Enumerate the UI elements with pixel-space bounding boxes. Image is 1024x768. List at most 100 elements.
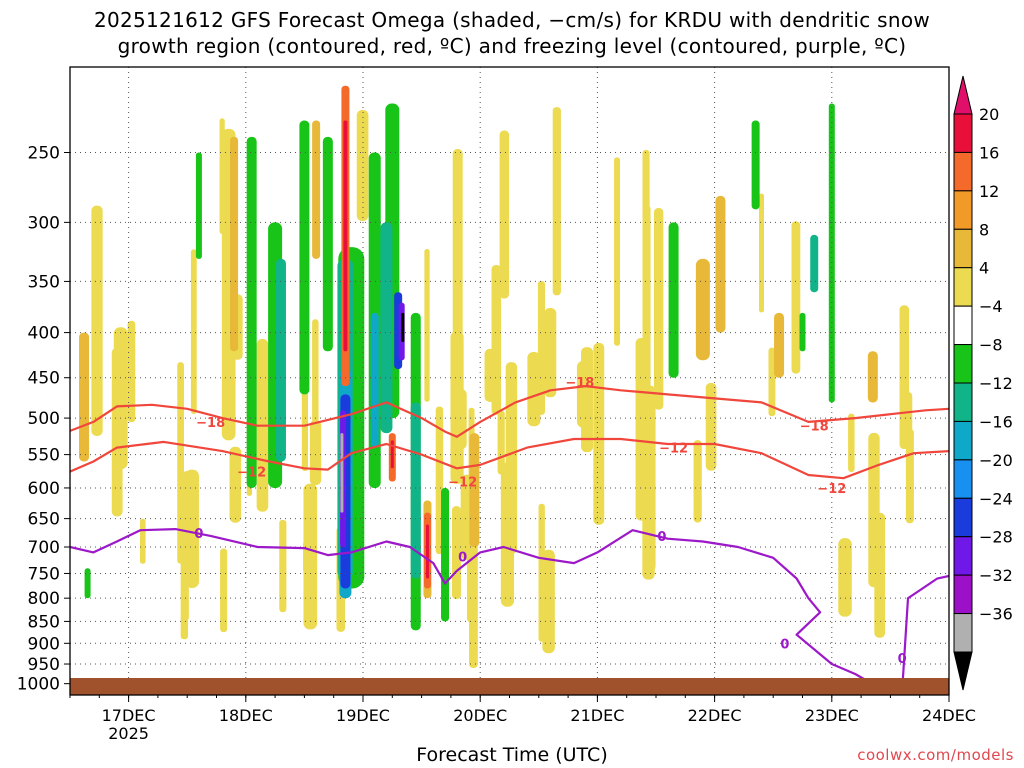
contour-label: −12 [817,482,846,497]
omega-cell [544,308,557,398]
omega-cell [299,120,310,395]
contour-label: 0 [780,637,789,652]
colorbar-swatch [953,228,973,269]
omega-cell [451,506,461,600]
omega-cell [309,420,322,486]
omega-cell [340,433,344,513]
omega-cell [91,205,103,437]
colorbar-label: −8 [979,336,1003,355]
y-tick-label: 300 [28,213,60,233]
colorbar-swatch [953,151,973,192]
colorbar-label: −12 [979,374,1013,393]
colorbar-swatch [953,497,973,538]
omega-cell [127,320,136,423]
omega-cell [867,351,878,403]
colorbar-bottom-arrow [953,651,973,691]
omega-cell [593,342,605,525]
omega-cell [868,432,880,588]
omega-cell [838,538,852,617]
omega-cell [343,120,348,352]
omega-cell [370,312,379,448]
colorbar-swatch [953,613,973,653]
omega-cell [279,519,287,613]
colorbar-swatch [953,536,973,576]
omega-cell [491,265,502,415]
omega-cell [441,487,450,622]
omega-cell [758,193,764,313]
chart-title-line1: 2025121612 GFS Forecast Omega (shaded, −… [93,8,931,32]
contour-layer: −18 −12 −18 −12 −12 −18 −12 0 0 0 0 0 [70,376,949,693]
colorbar-label: 16 [979,143,999,162]
colorbar-label: −32 [979,566,1013,585]
credit-link[interactable]: coolwx.com/models [857,746,1014,764]
x-year-label: 2025 [108,724,149,743]
colorbar-label: 12 [979,182,999,201]
x-axis-label: Forecast Time (UTC) [416,744,608,766]
omega-cell [303,540,312,574]
y-tick-label: 800 [28,589,60,609]
omega-cell [401,312,405,343]
omega-cell [113,327,128,470]
contour-freezing_0 [70,528,903,693]
colorbar-legend: 20 16 12 8 4 −4 −8 −12 −16 −20 −24 −28 −32 −36 [953,75,1013,691]
contour-freezing-loop [901,574,949,692]
omega-cell [644,205,651,431]
x-tick-label: 20DEC [453,706,507,725]
omega-cell [527,351,541,427]
omega-cell [312,319,319,438]
omega-cell [424,249,430,402]
colorbar-swatch [953,344,973,384]
omega-cell [356,110,369,221]
omega-cell [810,234,819,293]
y-tick-label: 900 [28,634,60,654]
colorbar-swatch [953,574,973,615]
omega-cell [220,548,228,633]
x-tick-label: 21DEC [570,706,624,725]
y-tick-label: 550 [28,446,60,466]
colorbar-label: −20 [979,451,1013,470]
x-tick-label: 22DEC [688,706,742,725]
omega-cell [542,549,555,654]
omega-cell [190,249,197,414]
omega-cell [219,118,225,234]
contour-red_minus18 [70,385,949,438]
omega-cell [275,258,286,462]
x-tick-label: 18DEC [219,706,273,725]
omega-cell [195,152,202,259]
omega-cell [469,433,480,548]
omega-cell [848,413,855,472]
contour-label: 0 [657,530,666,545]
omega-shading-layer [79,85,914,669]
omega-cell [229,446,242,523]
omega-cell [905,429,914,524]
colorbar-swatch [953,190,973,230]
colorbar-top-arrow [953,75,973,115]
colorbar-swatch [953,267,973,307]
colorbar-label: −24 [979,489,1013,508]
contour-label: −18 [196,416,225,431]
omega-cell [322,136,333,352]
colorbar-swatch [953,305,973,346]
omega-cell [246,136,257,488]
omega-cell [312,120,321,259]
omega-cell [425,524,429,579]
y-tick-label: 350 [28,272,60,292]
colorbar-swatch [953,459,973,499]
colorbar-label: −16 [979,412,1013,431]
omega-cell [791,221,801,374]
omega-cell [452,148,463,456]
contour-label: −18 [565,376,594,391]
contour-label: −12 [659,442,688,457]
x-tick-label: 23DEC [805,706,859,725]
y-tick-label: 500 [28,409,60,429]
y-tick-label: 600 [28,479,60,499]
pressure-axis: 2503003504004505005506006507007508008509… [17,143,70,695]
y-tick-label: 250 [28,143,60,163]
y-tick-label: 1000 [17,675,60,695]
contour-label: 0 [458,551,467,566]
omega-cell [751,120,760,210]
x-tick-label: 19DEC [336,706,390,725]
contour-red_minus12 [70,437,949,480]
contour-label: 0 [898,652,907,667]
time-axis: 17DEC 18DEC 19DEC 20DEC 21DEC 22DEC 23DEC 24DEC… [69,695,976,743]
